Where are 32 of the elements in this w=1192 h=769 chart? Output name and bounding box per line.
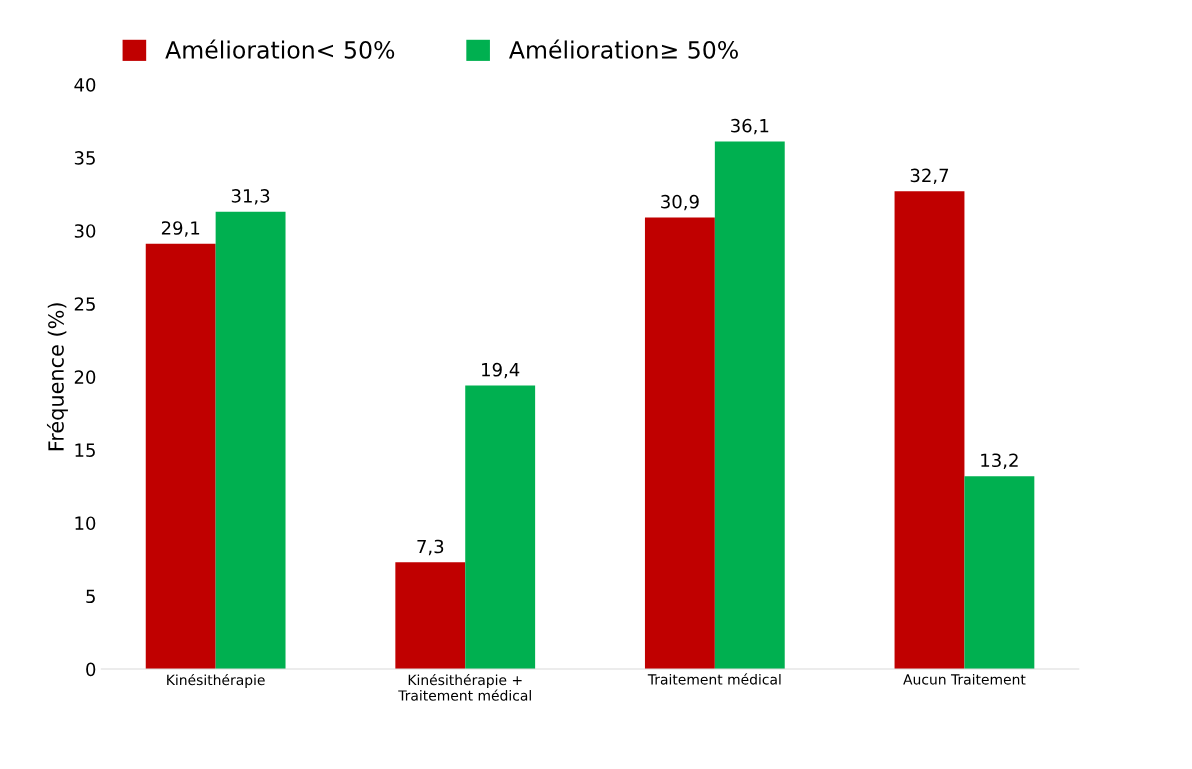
y-tick-label: 20	[74, 370, 96, 384]
bar	[395, 562, 466, 670]
x-tick-label: Traitement médical	[647, 673, 781, 685]
y-tick-label: 5	[86, 589, 95, 604]
y-tick-label: 15	[75, 443, 95, 457]
x-tick-label: Aucun Traitement	[903, 673, 1026, 685]
data-label: 36,1	[731, 118, 769, 135]
y-tick-label: 10	[75, 516, 96, 531]
x-tick-label: Kinésithérapie + Traitement médical	[398, 673, 531, 701]
y-tick-label: 25	[74, 297, 95, 311]
legend-label: Amélioration≥ 50%	[509, 39, 738, 59]
legend-label: Amélioration< 50%	[165, 39, 395, 59]
x-tick-label: Kinésithérapie	[167, 673, 265, 688]
bar	[215, 211, 286, 670]
data-label: 32,7	[910, 168, 949, 185]
y-tick-label: 40	[74, 78, 96, 92]
y-tick-label: 0	[86, 662, 96, 677]
bar	[714, 141, 785, 670]
y-axis-title: Fréquence (%)	[46, 303, 68, 451]
data-label: 31,3	[231, 188, 270, 205]
data-label: 7,3	[417, 539, 444, 556]
y-tick-label: 35	[74, 151, 95, 165]
bar	[145, 243, 216, 670]
data-label: 30,9	[661, 194, 699, 211]
y-tick-label: 30	[74, 224, 96, 238]
data-label: 29,1	[161, 221, 200, 237]
data-label: 19,4	[482, 362, 520, 379]
bar	[465, 385, 536, 670]
bar	[644, 217, 715, 670]
bar	[964, 476, 1035, 670]
data-label: 13,2	[981, 453, 1018, 469]
bar	[894, 191, 965, 670]
